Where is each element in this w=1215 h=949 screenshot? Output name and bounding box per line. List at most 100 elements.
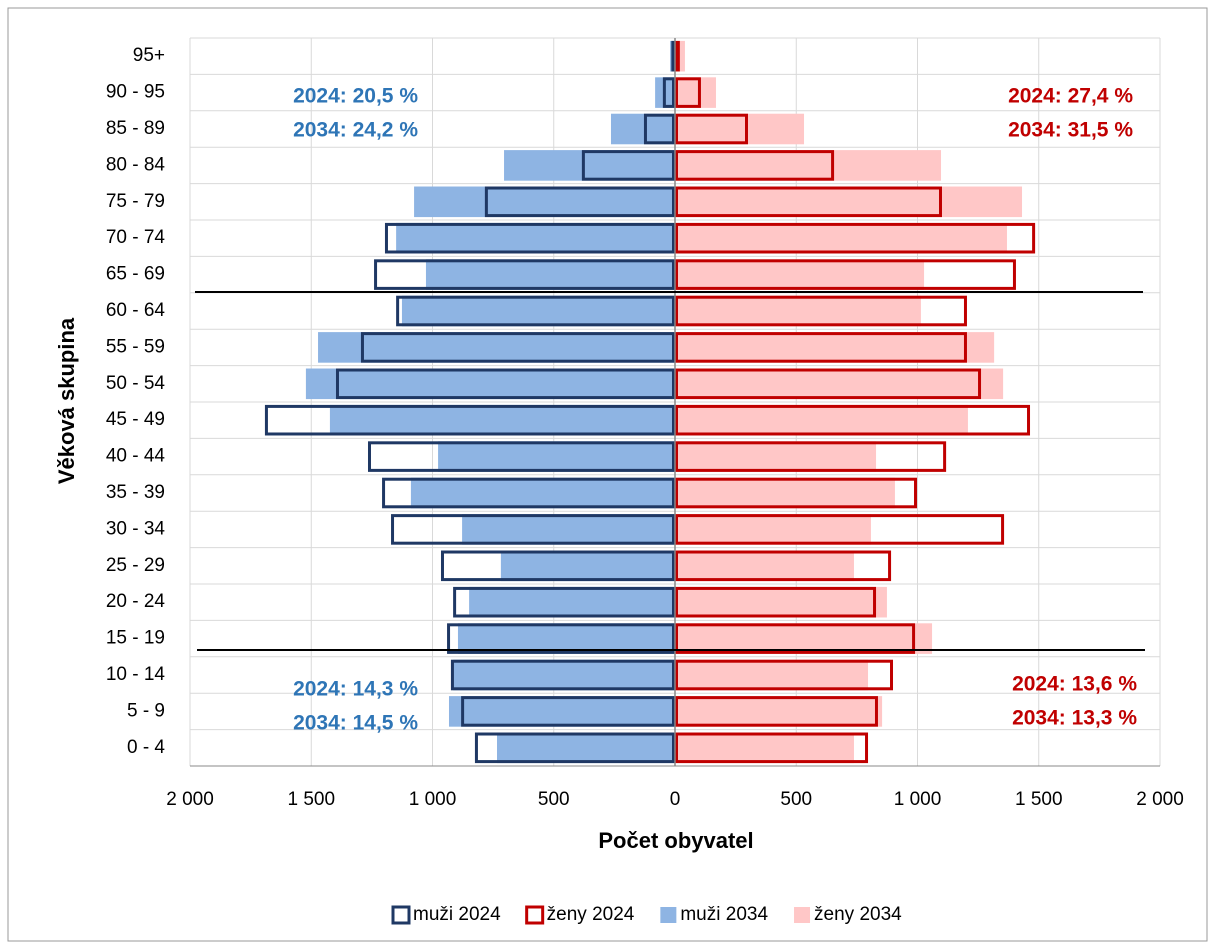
bar <box>675 623 916 654</box>
bar <box>675 477 918 509</box>
bar <box>675 332 967 363</box>
y-tick-label: 90 - 95 <box>106 82 165 103</box>
bar <box>671 40 675 72</box>
annotation: 2034: 24,2 % <box>293 119 418 142</box>
bar <box>384 222 675 254</box>
bar <box>675 186 942 218</box>
bar <box>675 259 1016 290</box>
bar <box>453 659 675 691</box>
y-tick-label: 40 - 44 <box>106 446 166 467</box>
y-tick-label: 70 - 74 <box>106 227 166 248</box>
bar <box>675 40 685 72</box>
bar <box>675 732 854 764</box>
bar <box>675 259 925 290</box>
x-tick-label: 1 500 <box>287 789 335 810</box>
legend-swatch <box>660 907 677 923</box>
annotation: 2024: 27,4 % <box>1008 85 1133 108</box>
y-tick-label: 20 - 24 <box>106 591 166 612</box>
bar <box>335 368 675 400</box>
bar <box>374 259 675 290</box>
bar <box>675 696 878 727</box>
bar <box>675 368 1004 400</box>
bar <box>675 77 701 108</box>
bar <box>450 659 675 691</box>
bar <box>396 222 675 254</box>
bar <box>675 332 995 363</box>
annotation: 2024: 20,5 % <box>293 85 418 108</box>
y-tick-label: 85 - 89 <box>106 118 165 139</box>
annotation: 2024: 13,6 % <box>1012 673 1137 696</box>
bar <box>675 295 967 327</box>
bar <box>675 514 871 545</box>
x-tick-label: 1 000 <box>894 789 942 810</box>
legend-swatch <box>525 905 545 925</box>
bar <box>675 623 933 654</box>
x-tick-label: 1 000 <box>409 789 457 810</box>
bar <box>675 222 1036 254</box>
bar <box>401 295 675 327</box>
legend-swatch <box>794 907 811 923</box>
x-tick-label: 1 500 <box>1015 789 1063 810</box>
legend-label: ženy 2034 <box>814 904 902 925</box>
bar <box>675 550 892 582</box>
bar <box>462 514 675 545</box>
bar <box>414 186 675 218</box>
bar <box>461 696 675 727</box>
bar <box>469 586 675 618</box>
bar <box>675 222 1007 254</box>
bar <box>453 586 675 618</box>
bar <box>675 659 894 691</box>
bar <box>329 404 675 436</box>
bar <box>675 77 716 108</box>
bar <box>675 586 887 618</box>
y-tick-label: 55 - 59 <box>106 336 165 357</box>
bar <box>457 623 675 654</box>
y-tick-label: 30 - 34 <box>106 518 166 539</box>
bar <box>581 150 676 181</box>
bar <box>675 659 869 691</box>
bar <box>675 113 748 145</box>
legend-label: muži 2034 <box>680 904 768 925</box>
bar <box>675 295 921 327</box>
x-tick-label: 0 <box>670 789 681 810</box>
bar <box>396 295 675 327</box>
y-axis-title: Věková skupina <box>54 317 79 484</box>
bar <box>318 332 675 363</box>
bar <box>675 404 1031 436</box>
y-tick-label: 35 - 39 <box>106 482 165 503</box>
bar <box>447 623 675 654</box>
bar <box>500 550 675 582</box>
x-tick-label: 500 <box>780 789 812 810</box>
legend-swatch <box>391 905 411 925</box>
bar <box>425 259 675 290</box>
bar <box>484 186 675 218</box>
bar <box>497 732 675 764</box>
y-tick-label: 95+ <box>133 45 165 66</box>
bar <box>610 113 675 145</box>
annotation: 2024: 14,3 % <box>293 678 418 701</box>
y-tick-label: 15 - 19 <box>106 628 165 649</box>
bar <box>367 441 675 472</box>
bar <box>448 696 675 727</box>
y-tick-label: 25 - 29 <box>106 555 165 576</box>
bar <box>675 586 877 618</box>
bar <box>675 150 942 181</box>
y-tick-label: 45 - 49 <box>106 409 165 430</box>
annotation: 2034: 13,3 % <box>1012 707 1137 730</box>
bar <box>675 477 895 509</box>
bar <box>643 113 676 145</box>
bar <box>305 368 675 400</box>
x-axis-title: Počet obyvatel <box>598 828 753 853</box>
bar <box>675 696 883 727</box>
bar <box>675 550 854 582</box>
annotation: 2034: 14,5 % <box>293 712 418 735</box>
y-tick-label: 75 - 79 <box>106 191 165 212</box>
bar <box>675 732 869 764</box>
bar <box>675 404 968 436</box>
y-tick-label: 50 - 54 <box>106 373 166 394</box>
bar <box>662 77 675 108</box>
bar <box>675 441 947 472</box>
bar <box>440 550 675 582</box>
bar <box>438 441 675 472</box>
